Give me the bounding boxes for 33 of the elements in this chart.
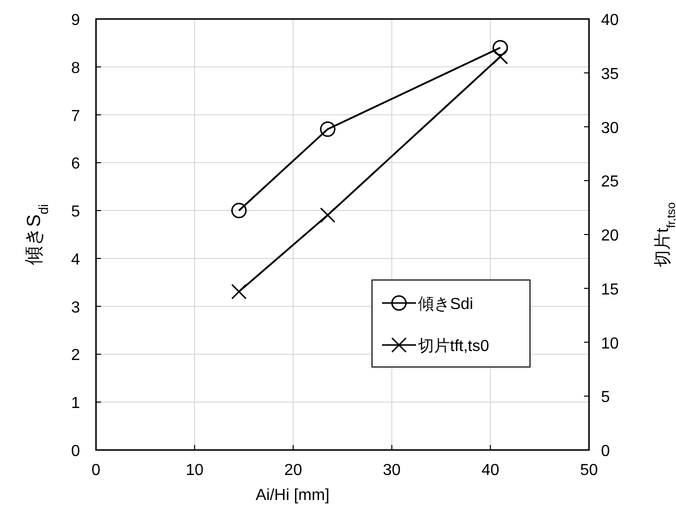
point [320,207,336,223]
y2-tick-label: 20 [601,228,619,244]
y2-tick-label: 35 [601,66,619,83]
point [231,202,247,218]
y-tick-label: 3 [71,299,80,316]
y-tick-label: 4 [71,251,80,268]
point [320,121,336,137]
y2-tick-label: 5 [601,389,610,406]
legend-label: 傾きSdi [418,296,474,313]
y-tick-label: 5 [71,204,80,221]
y-tick-label: 7 [71,108,80,125]
y-tick-label: 8 [71,60,80,77]
point [492,40,508,56]
x-tick-label: 20 [284,462,302,479]
point [231,284,247,300]
y2-tick-label: 25 [601,174,619,191]
y2-tick-label: 15 [601,281,619,298]
y-tick-label: 6 [71,156,80,173]
x-tick-label: 50 [580,462,598,479]
y2-tick-label: 40 [601,12,619,29]
y-tick-label: 0 [71,443,80,460]
y2-tick-label: 0 [601,443,610,460]
x-tick-label: 40 [482,462,500,479]
y2-tick-label: 10 [601,335,619,352]
y-tick-label: 2 [71,347,80,364]
x-tick-label: 30 [382,462,401,479]
y-tick-label: 1 [71,395,80,412]
y2-tick-label: 30 [601,120,619,137]
x-tick-label: 10 [186,462,204,479]
x-tick-label: 0 [92,462,101,479]
y-tick-label: 9 [71,12,80,29]
legend-label: 切片tft,ts0 [418,337,490,355]
x-axis-title: Ai/Hi [mm] [256,487,330,504]
